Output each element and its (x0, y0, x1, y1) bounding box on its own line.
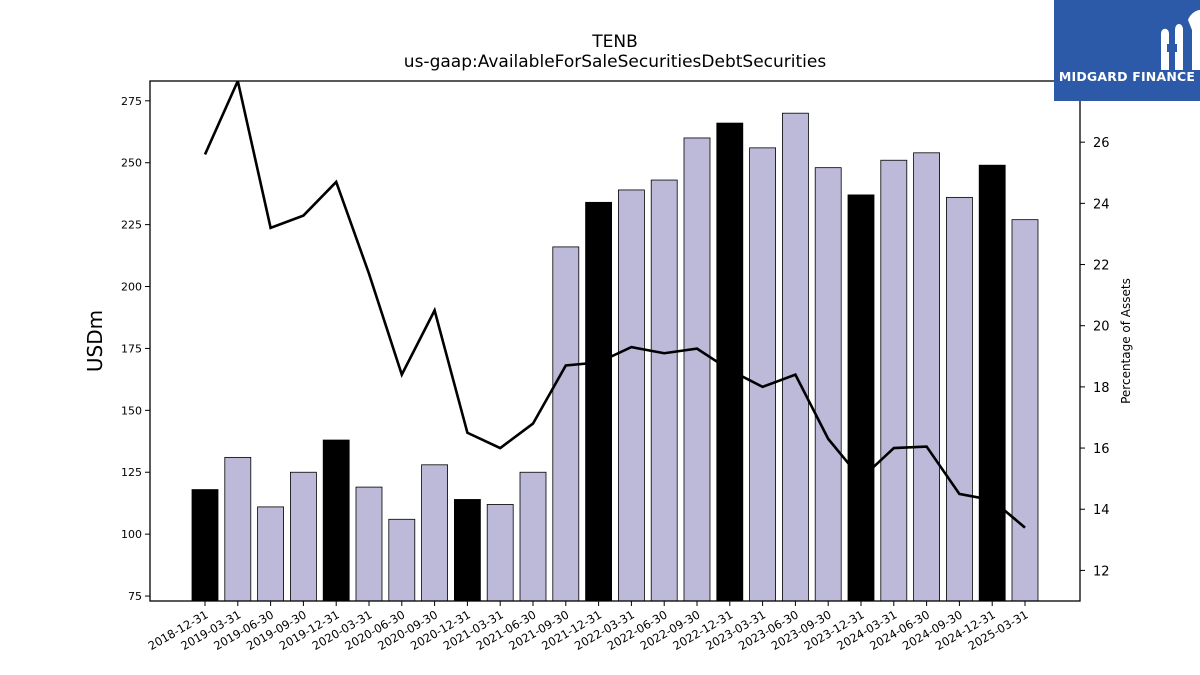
bar-2021-09-30 (552, 246, 580, 602)
y-axis-left: 75 100 125 150 175 200 225 250 275 (121, 95, 150, 603)
bar-layer (191, 112, 1039, 602)
bar-2023-12-31 (847, 194, 875, 602)
bar-2018-12-31 (191, 489, 219, 602)
y2-tick-label: 26 (1093, 136, 1110, 151)
y2-tick-label: 12 (1093, 564, 1110, 579)
y-axis-label: USDm (83, 310, 107, 372)
brand-logo: MIDGARD FINANCE (1054, 0, 1200, 101)
bar-2024-06-30 (913, 152, 940, 602)
chart-subtitle: us-gaap:AvailableForSaleSecuritiesDebtSe… (403, 52, 827, 72)
y-tick-label: 250 (121, 157, 142, 170)
bar-2025-03-31 (1011, 219, 1039, 602)
y2-tick-label: 14 (1093, 503, 1110, 518)
logo-mark-icon (1161, 10, 1200, 70)
y-tick-label: 125 (121, 466, 142, 479)
y2-tick-label: 18 (1093, 381, 1110, 396)
bar-2023-03-31 (749, 147, 776, 602)
bar-2020-09-30 (421, 464, 449, 602)
bar-2020-03-31 (355, 486, 383, 602)
bar-2020-12-31 (453, 499, 481, 602)
y2-tick-label: 24 (1093, 197, 1110, 212)
bar-2024-03-31 (880, 159, 908, 602)
y2-tick-label: 20 (1093, 320, 1110, 335)
line-layer (203, 81, 1026, 529)
bar-2019-06-30 (257, 506, 285, 602)
y2-tick-label: 16 (1093, 442, 1110, 457)
bar-2019-12-31 (322, 439, 350, 602)
chart-title: TENB (592, 32, 638, 52)
bar-2021-03-31 (486, 504, 514, 602)
bar-2023-06-30 (782, 112, 809, 602)
bar-2023-09-30 (814, 167, 842, 602)
x-axis: 2018-12-312019-03-312019-06-302019-09-30… (146, 601, 1031, 653)
bar-2024-09-30 (946, 196, 973, 602)
bar-2022-03-31 (618, 189, 645, 602)
bar-2019-09-30 (289, 471, 317, 602)
bar-2022-06-30 (650, 179, 678, 602)
bar-2022-09-30 (683, 137, 711, 602)
y2-axis-label: Percentage of Assets (1119, 278, 1133, 404)
y-tick-label: 150 (121, 404, 142, 417)
bar-2022-12-31 (716, 122, 744, 602)
bar-2024-12-31 (978, 164, 1006, 602)
bar-2019-03-31 (224, 456, 252, 602)
y-tick-label: 175 (121, 342, 142, 355)
y-tick-label: 100 (121, 528, 142, 541)
y-tick-label: 200 (121, 281, 142, 294)
logo-text: MIDGARD FINANCE (1058, 69, 1196, 84)
plot-frame (149, 80, 1081, 602)
y-tick-label: 75 (128, 590, 142, 603)
y2-tick-label: 22 (1093, 259, 1110, 274)
bar-2020-06-30 (388, 518, 416, 602)
y-tick-label: 275 (121, 95, 142, 108)
y-axis-right: 12 14 16 18 20 22 24 26 (1080, 136, 1110, 579)
bar-2021-06-30 (519, 471, 547, 602)
percentage-line (203, 81, 1026, 529)
bar-2021-12-31 (585, 201, 612, 602)
y-tick-label: 225 (121, 219, 142, 232)
